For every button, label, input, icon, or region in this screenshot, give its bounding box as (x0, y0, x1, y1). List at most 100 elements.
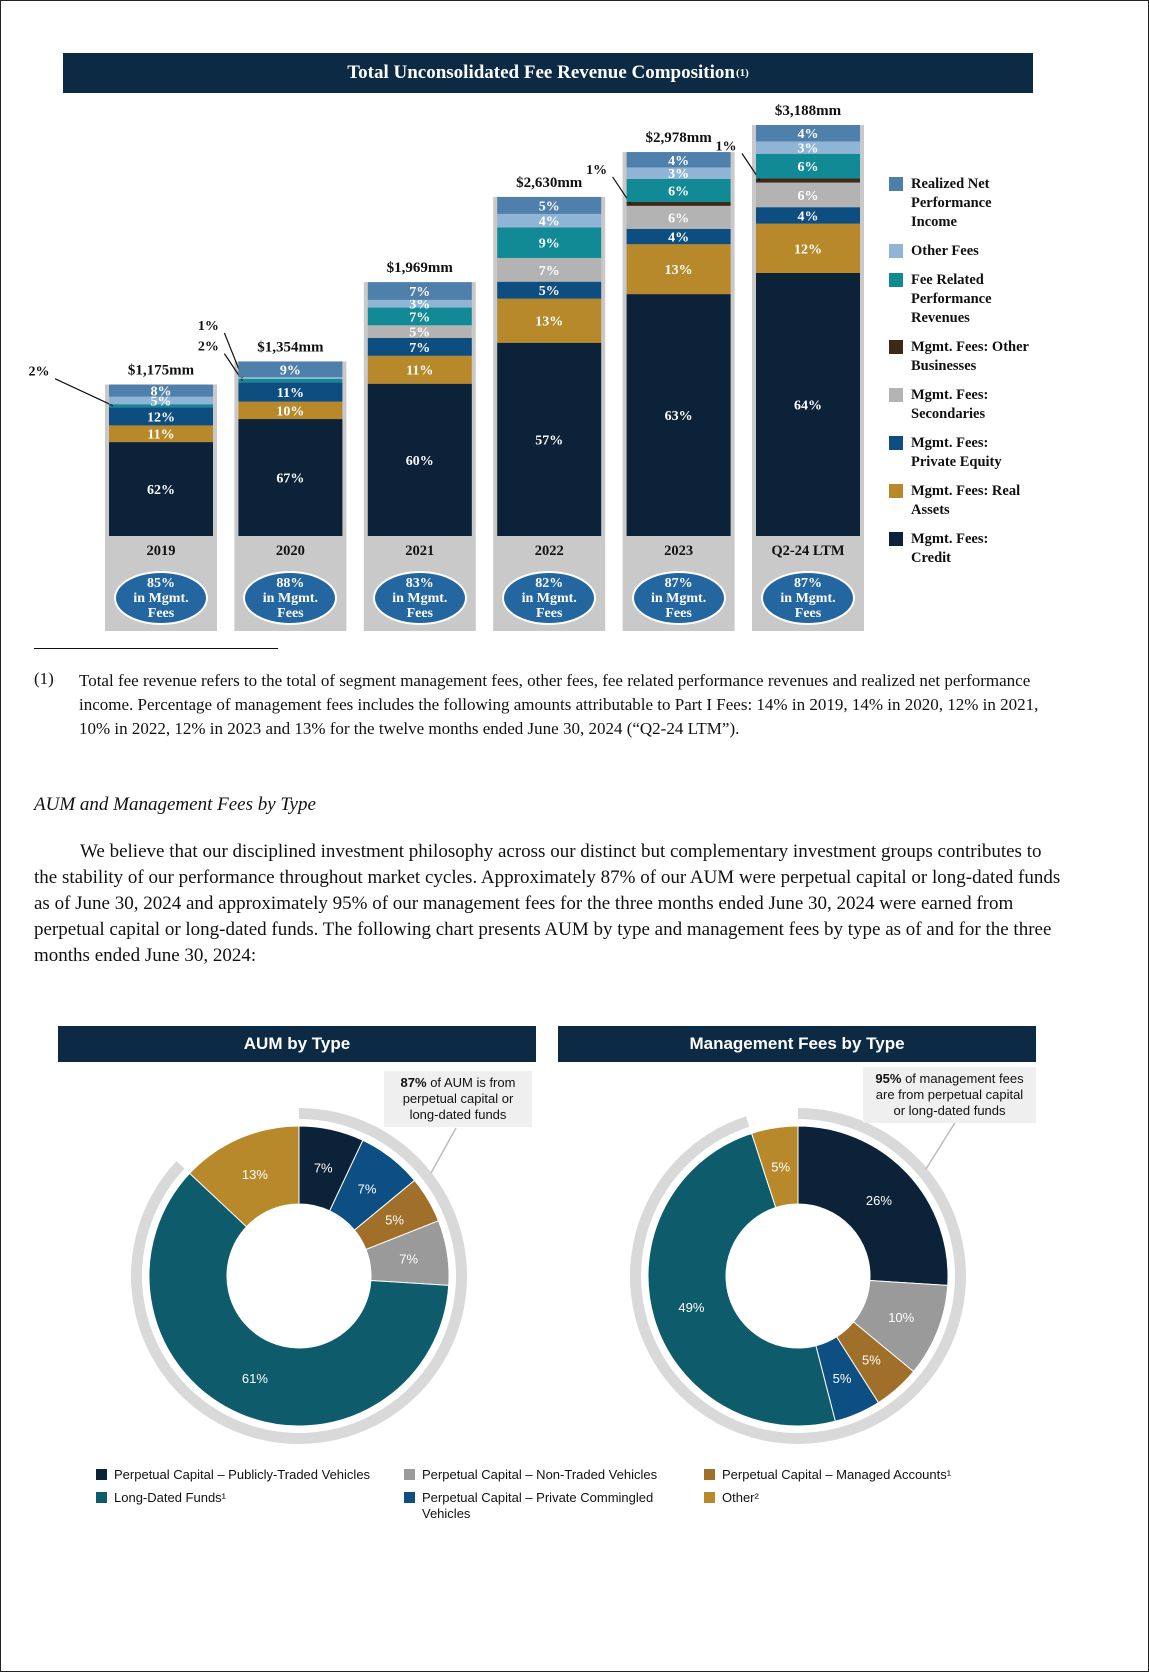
bar-segment (367, 282, 472, 300)
segment-label: 7% (539, 264, 560, 279)
bar-segment (367, 355, 472, 384)
segment-label: 1% (716, 139, 737, 154)
legend-swatch (889, 244, 903, 258)
bar-segment (756, 153, 860, 179)
mgmt-share-caption: in Mgmt. Fees (392, 590, 448, 621)
legend-item: Realized Net Performance Income (889, 175, 1039, 232)
segment-label: 4% (798, 209, 819, 224)
donut-slice (647, 1132, 836, 1427)
callout-value: 87% (400, 1075, 427, 1090)
slice-label: 13% (242, 1167, 268, 1182)
donut-title: AUM by Type (58, 1026, 536, 1062)
bar-segment (756, 223, 860, 273)
slice-label: 26% (866, 1193, 892, 1208)
legend-item: Mgmt. Fees: Private Equity (889, 434, 1039, 472)
legend-label: Perpetual Capital – Non-Traded Vehicles (422, 1467, 658, 1482)
bar-segment (497, 342, 602, 536)
total-label: $1,175mm (128, 363, 195, 379)
segment-label: 11% (277, 386, 304, 401)
bar-segment (238, 361, 343, 378)
bar-segment (109, 425, 213, 443)
legend-item: Mgmt. Fees: Credit (889, 530, 1039, 568)
segment-label: 5% (151, 394, 172, 409)
mgmt-share-badge: 85% in Mgmt. Fees (114, 571, 208, 625)
donut-title: Management Fees by Type (558, 1026, 1036, 1062)
slice-label: 5% (833, 1371, 852, 1386)
legend-swatch (404, 1469, 415, 1480)
donut-slice (751, 1125, 799, 1209)
slice-label: 7% (358, 1181, 377, 1196)
segment-label: 63% (665, 409, 693, 424)
donut-legend-item: Other² (704, 1490, 984, 1506)
segment-label: 3% (798, 142, 819, 157)
callout-line (925, 1120, 957, 1170)
slice-label: 49% (678, 1300, 704, 1315)
slice-label: 61% (242, 1371, 268, 1386)
legend-label: Other² (722, 1490, 759, 1505)
legend-label: Long-Dated Funds¹ (114, 1490, 227, 1505)
mgmt-share-caption: in Mgmt. Fees (780, 590, 836, 621)
segment-label: 11% (147, 428, 174, 443)
bar-legend: Realized Net Performance Income Other Fee… (889, 175, 1039, 578)
bar-segment (109, 407, 213, 426)
legend-swatch (889, 388, 903, 402)
leader-line (54, 378, 114, 407)
mgmt-share-value: 88% (276, 575, 305, 591)
legend-label: Mgmt. Fees: Real Assets (911, 483, 1021, 518)
segment-label: 3% (668, 167, 689, 182)
slice-label: 5% (862, 1352, 881, 1367)
legend-item: Fee Related Performance Revenues (889, 271, 1039, 328)
legend-item: Mgmt. Fees: Secondaries (889, 386, 1039, 424)
slice-label: 5% (771, 1159, 790, 1174)
segment-label: 2% (198, 340, 219, 355)
legend-swatch (704, 1492, 715, 1503)
donut-legend-item: Perpetual Capital – Private Commingled V… (404, 1490, 674, 1522)
category-label: 2020 (276, 543, 305, 559)
bar-segment (109, 384, 213, 397)
total-label: $2,978mm (645, 130, 712, 146)
bar-segment (238, 401, 343, 420)
bar-segment (109, 404, 213, 408)
bar-segment (238, 377, 343, 379)
bar-segment (497, 213, 602, 228)
segment-label: 2% (29, 365, 50, 380)
segment-label: 4% (668, 231, 689, 246)
mgmt-share-badge: 83% in Mgmt. Fees (372, 571, 467, 625)
mgmt-share-value: 83% (405, 575, 434, 591)
category-label: Q2-24 LTM (771, 543, 844, 559)
mgmt-share-value: 87% (664, 575, 693, 591)
bar-segment (367, 325, 472, 339)
bar-segment (756, 178, 860, 183)
segment-label: 7% (409, 310, 430, 325)
legend-label: Perpetual Capital – Managed Accounts¹ (722, 1467, 952, 1482)
legend-item: Mgmt. Fees: Other Businesses (889, 338, 1039, 376)
total-label: $1,354mm (257, 339, 324, 355)
legend-label: Fee Related Performance Revenues (911, 272, 992, 326)
mgmt-share-value: 85% (147, 575, 175, 591)
category-label: 2021 (405, 543, 434, 559)
segment-label: 12% (147, 410, 175, 425)
segment-label: 62% (147, 483, 175, 498)
bar-segment (497, 227, 602, 258)
legend-label: Other Fees (911, 243, 979, 259)
bar-segment (109, 396, 213, 405)
segment-label: 9% (539, 237, 560, 252)
legend-swatch (889, 340, 903, 354)
segment-label: 7% (409, 341, 430, 356)
segment-label: 4% (539, 215, 560, 230)
segment-label: 5% (539, 284, 560, 299)
segment-label: 4% (798, 127, 819, 142)
bar-segment (756, 182, 860, 208)
category-label: 2023 (664, 543, 693, 559)
callout: 87% of AUM is from perpetual capital or … (384, 1071, 532, 1127)
slice-label: 7% (314, 1161, 333, 1176)
bar-segment (497, 298, 602, 343)
slice-label: 10% (888, 1310, 914, 1325)
donut-legend-item: Perpetual Capital – Publicly-Traded Vehi… (96, 1467, 396, 1483)
segment-label: 13% (665, 263, 693, 278)
paragraph: We believe that our disciplined investme… (34, 841, 1061, 966)
segment-label: 6% (798, 160, 819, 175)
legend-label: Perpetual Capital – Private Commingled V… (422, 1490, 654, 1521)
bar-segment (497, 196, 602, 214)
